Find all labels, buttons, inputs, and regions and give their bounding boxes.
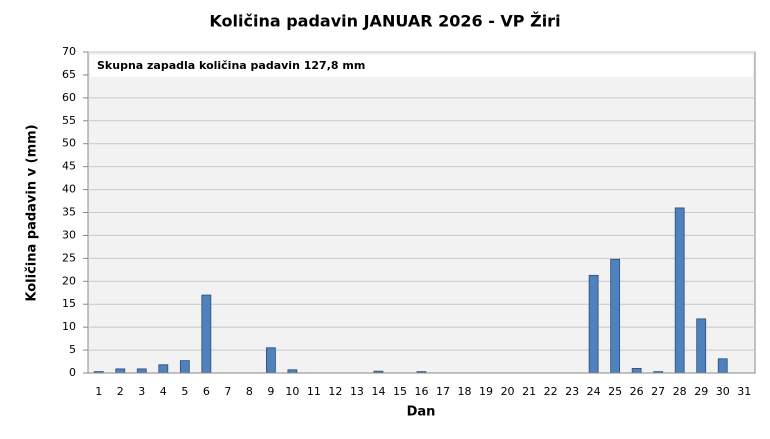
x-tick-label: 3 [138,385,145,398]
bar [717,358,728,374]
y-tick-label: 70 [62,45,76,58]
annotation: Skupna zapadla količina padavin 127,8 mm [97,59,365,72]
x-tick-label: 13 [350,385,364,398]
bar [201,294,212,374]
x-tick-label: 30 [716,385,730,398]
bar [179,360,190,374]
chart-title: Količina padavin JANUAR 2026 - VP Žiri [209,12,560,31]
x-tick-label: 14 [371,385,385,398]
y-tick-label: 30 [62,228,76,241]
x-tick-label: 2 [117,385,124,398]
y-tick-label: 10 [62,320,76,333]
x-tick-label: 26 [630,385,644,398]
x-tick-label: 7 [224,385,231,398]
x-tick-label: 24 [587,385,601,398]
x-tick-label: 31 [737,385,751,398]
x-tick-label: 21 [522,385,536,398]
x-tick-label: 10 [285,385,299,398]
y-tick-label: 65 [62,68,76,81]
x-tick-label: 22 [544,385,558,398]
bar [588,274,599,374]
x-tick-label: 17 [436,385,450,398]
bar [631,368,642,374]
y-tick-label: 0 [69,366,76,379]
bar [115,368,126,374]
x-tick-label: 4 [160,385,167,398]
bar [696,318,707,374]
x-axis-label: Dan [407,405,436,420]
x-tick-label: 8 [246,385,253,398]
x-tick-label: 6 [203,385,210,398]
bar [610,258,621,374]
x-tick-label: 12 [328,385,342,398]
bar [674,207,685,374]
y-tick-label: 15 [62,297,76,310]
y-tick-label: 50 [62,137,76,150]
x-tick-label: 29 [694,385,708,398]
x-tick-label: 15 [393,385,407,398]
x-tick-label: 19 [479,385,493,398]
y-tick-label: 35 [62,206,76,219]
x-tick-label: 28 [673,385,687,398]
x-tick-label: 18 [458,385,472,398]
x-tick-label: 23 [565,385,579,398]
y-tick-label: 55 [62,114,76,127]
y-tick-label: 25 [62,251,76,264]
y-axis-label: Količina padavin v (mm) [25,124,40,301]
bar [136,368,147,374]
x-tick-label: 9 [267,385,274,398]
x-tick-label: 20 [501,385,515,398]
y-tick-label: 40 [62,183,76,196]
y-tick-label: 20 [62,274,76,287]
y-tick-label: 5 [69,343,76,356]
x-tick-label: 11 [307,385,321,398]
x-tick-label: 1 [95,385,102,398]
y-tick-label: 45 [62,160,76,173]
bar [158,364,169,374]
y-tick-label: 60 [62,91,76,104]
annotation-box [90,55,753,77]
x-tick-label: 27 [651,385,665,398]
bar [265,347,276,374]
x-tick-label: 25 [608,385,622,398]
x-tick-label: 16 [415,385,429,398]
x-tick-label: 5 [181,385,188,398]
